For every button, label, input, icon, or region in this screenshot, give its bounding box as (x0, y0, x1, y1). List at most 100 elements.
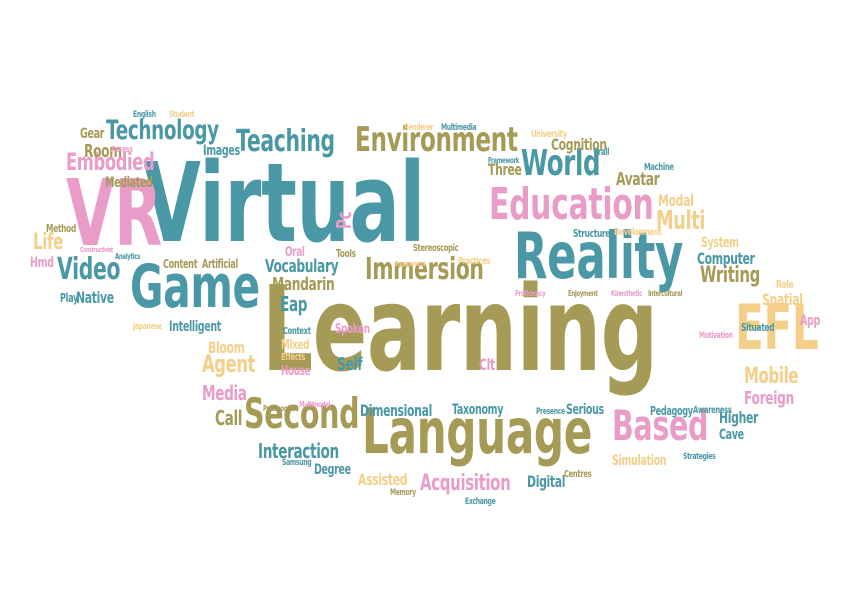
word-analytics: Analytics (115, 252, 141, 261)
word-content: Content (163, 257, 198, 271)
word-second: Second (244, 389, 360, 438)
word-cognition: Cognition (551, 135, 607, 154)
word-world: World (521, 143, 601, 184)
word-based: Based (612, 401, 709, 450)
word-higher: Higher (719, 408, 759, 427)
word-university: University (531, 129, 567, 140)
word-self: Self (337, 354, 363, 375)
word-multi: Multi (656, 206, 706, 236)
word-samsung: Samsung (282, 458, 312, 468)
word-framework: Framework (488, 156, 520, 165)
word-life: Life (33, 230, 63, 255)
word-machine: Machine (644, 162, 674, 173)
word-app: App (800, 313, 820, 329)
word-acquisition: Acquisition (420, 471, 511, 496)
word-structure: Structure (573, 227, 611, 240)
word-native: Native (76, 288, 114, 307)
word-house: House (281, 364, 311, 379)
word-degree: Degree (314, 462, 351, 478)
word-vocabulary: Vocabulary (265, 256, 339, 277)
word-cave: Cave (719, 427, 744, 443)
word-vr: VR (66, 160, 162, 267)
word-mandarin: Mandarin (272, 274, 335, 295)
word-taxonomy: Taxonomy (452, 402, 504, 418)
word-renderer: Renderer (404, 123, 434, 133)
word-kinesthetic: Kinesthetic (611, 289, 642, 298)
word-english: English (133, 110, 156, 120)
word-access: Access (111, 145, 133, 155)
word-foreign: Foreign (744, 388, 794, 409)
word-video: Video (57, 252, 121, 287)
word-motivation: Motivation (699, 331, 733, 341)
word-method: Method (46, 222, 76, 235)
word-hmd: Hmd (30, 255, 54, 271)
word-pedagogical: Pedagogical (263, 404, 297, 413)
word-media: Media (202, 381, 247, 405)
word-images: Images (203, 143, 240, 159)
word-stereoscopic: Stereoscopic (413, 243, 459, 254)
word-multimodal: Multimodal (299, 400, 331, 409)
word-play: Play (60, 291, 78, 305)
word-engagement: Engagement (395, 260, 426, 268)
word-practices: Practices (458, 256, 491, 267)
word-three: Three (488, 160, 522, 179)
word-interaction: Interaction (258, 439, 339, 463)
word-serious: Serious (566, 402, 604, 418)
word-embodied: Embodied (66, 148, 155, 176)
word-presence: Presence (536, 407, 565, 417)
word-intelligent: Intelligent (169, 319, 221, 335)
word-mediated: Mediated (105, 175, 153, 191)
word-mobile: Mobile (744, 364, 799, 389)
word-vrall: Vrall (593, 147, 610, 158)
word-reality: Reality (514, 220, 684, 294)
word-spatial: Spatial (762, 290, 803, 309)
word-education: Education (489, 179, 654, 230)
word-bloom: Bloom (208, 338, 245, 357)
word-intercultural: Intercultural (648, 289, 683, 298)
word-context: Context (283, 326, 311, 337)
word-spoken: Spoken (335, 322, 370, 337)
word-mixed: Mixed (281, 338, 310, 353)
word-computer: Computer (697, 249, 755, 268)
word-pc: Pc (332, 211, 356, 229)
word-memory: Memory (390, 488, 416, 498)
word-system: System (701, 235, 739, 251)
word-environment: Environment (355, 120, 518, 160)
word-immersion: Immersion (365, 252, 484, 287)
word-japanese: Japanese (133, 322, 162, 332)
word-writing: Writing (700, 263, 761, 288)
word-centres: Centres (564, 469, 592, 480)
word-effects: Effects (281, 352, 306, 363)
word-role: Role (776, 278, 794, 291)
word-learning: Learning (262, 260, 658, 398)
word-awareness: Awareness (693, 405, 732, 416)
word-student: Student (169, 110, 195, 120)
word-game: Game (130, 252, 260, 322)
word-proficiency: Proficiency (515, 289, 546, 298)
word-clt: Clt (479, 355, 495, 374)
word-dimensional: Dimensional (360, 401, 432, 420)
word-pedagogy: Pedagogy (650, 404, 693, 418)
word-constructivist: Constructivist (80, 246, 113, 254)
word-artificial: Artificial (202, 257, 238, 271)
word-digital: Digital (527, 472, 566, 491)
word-technology: Technology (106, 115, 219, 146)
word-efl: EFL (735, 291, 819, 364)
word-virtual: Virtual (143, 139, 425, 267)
word-modal: Modal (658, 191, 694, 210)
word-call: Call (215, 406, 243, 430)
word-language: Language (362, 395, 593, 468)
word-exchange: Exchange (465, 497, 496, 507)
word-assisted: Assisted (358, 470, 408, 489)
word-strategies: Strategies (683, 452, 716, 462)
word-oral: Oral (285, 245, 305, 260)
word-development: Development (614, 227, 662, 238)
word-enjoyment: Enjoyment (568, 289, 598, 298)
word-room: Room (84, 141, 122, 162)
word-eap: Eap (280, 292, 308, 316)
word-agent: Agent (202, 350, 256, 378)
word-situated: Situated (741, 321, 775, 334)
word-gear: Gear (80, 126, 105, 142)
word-multimedia: Multimedia (441, 123, 477, 133)
